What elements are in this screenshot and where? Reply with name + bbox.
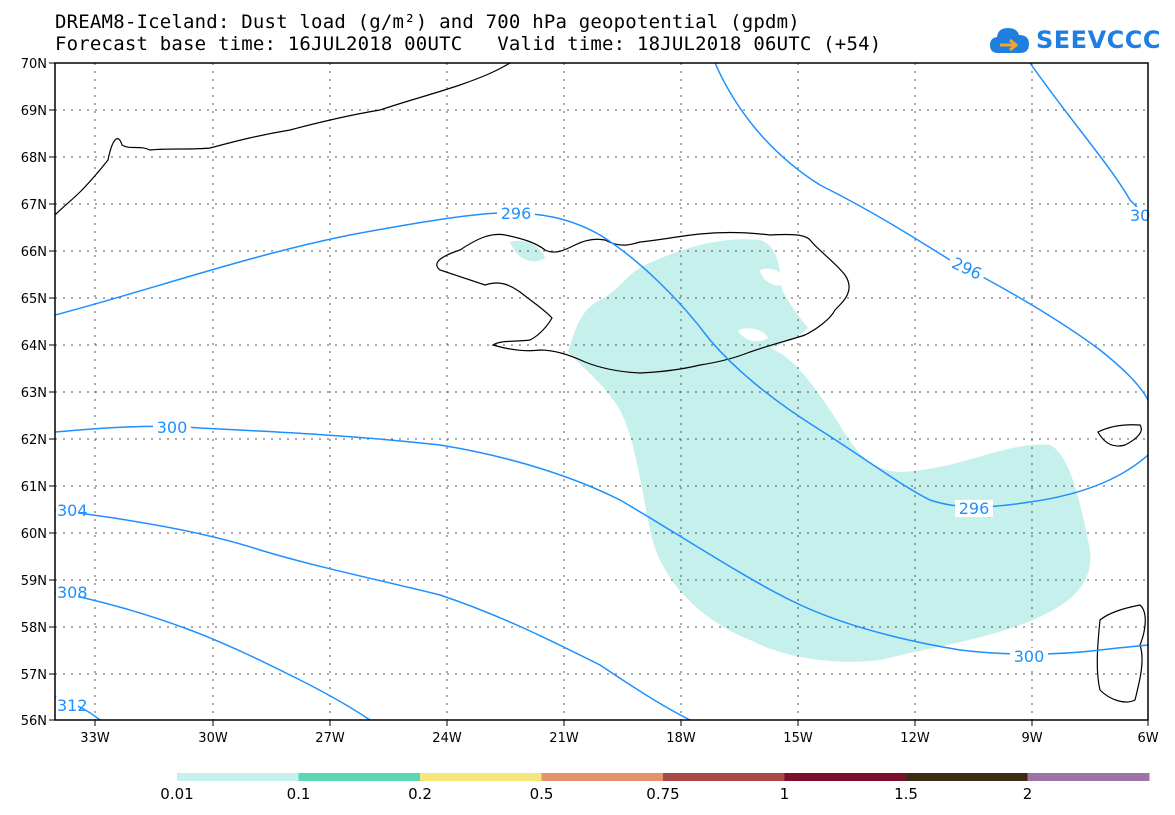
contour-308 <box>55 591 371 720</box>
contour-label: 296 <box>959 499 990 518</box>
colorbar-tick-label: 1.5 <box>894 785 918 803</box>
colorbar-swatch <box>541 773 664 781</box>
lat-label: 65N <box>21 292 47 307</box>
colorbar-swatch <box>663 773 785 781</box>
longitude-labels: 33W 30W 27W 24W 21W 18W 15W 12W 9W 6W <box>80 731 1158 746</box>
contour-label: 300 <box>157 418 188 437</box>
lat-label: 69N <box>21 104 47 119</box>
axis-ticks <box>49 62 1149 726</box>
contour-labels: 296 296 296 300 300 304 308 312 30 <box>56 204 1150 715</box>
lon-label: 24W <box>432 731 462 746</box>
scotland-coast <box>1096 604 1146 703</box>
lat-label: 61N <box>21 480 47 495</box>
lat-label: 68N <box>21 151 47 166</box>
iceland-coast <box>436 232 850 374</box>
lon-label: 21W <box>549 731 579 746</box>
colorbar-swatch <box>177 773 299 781</box>
logo-text: SEEVCCC <box>1036 26 1161 54</box>
colorbar-legend: 0.01 0.1 0.2 0.5 0.75 1 1.5 2 <box>160 773 1150 803</box>
lon-label: 15W <box>783 731 813 746</box>
lat-label: 57N <box>21 668 47 683</box>
lon-label: 33W <box>80 731 110 746</box>
lat-label: 58N <box>21 621 47 636</box>
coastlines <box>55 63 1146 703</box>
contour-label: 304 <box>57 501 88 520</box>
seevccc-logo: SEEVCCC <box>988 20 1161 60</box>
colorbar-tick-label: 0.75 <box>646 785 679 803</box>
colorbar-swatch <box>420 773 542 781</box>
colorbar-tick-label: 0.1 <box>287 785 311 803</box>
lon-label: 27W <box>315 731 345 746</box>
lat-label: 66N <box>21 245 47 260</box>
colorbar-tick-label: 0.5 <box>530 785 554 803</box>
contour-304 <box>55 509 691 720</box>
colorbar-tick-label: 1 <box>780 785 790 803</box>
lat-label: 56N <box>21 714 47 729</box>
lat-label: 62N <box>21 433 47 448</box>
grid-lines <box>55 63 1148 720</box>
lat-label: 64N <box>21 339 47 354</box>
lon-label: 9W <box>1021 731 1042 746</box>
lat-label: 60N <box>21 527 47 542</box>
colorbar-swatch <box>906 773 1028 781</box>
contour-label: 300 <box>1014 647 1045 666</box>
lat-label: 63N <box>21 386 47 401</box>
lon-label: 18W <box>666 731 696 746</box>
colorbar-tick-label: 2 <box>1023 785 1033 803</box>
contour-label: 296 <box>501 204 532 223</box>
lat-label: 70N <box>21 57 47 72</box>
latitude-labels: 70N 69N 68N 67N 66N 65N 64N 63N 62N 61N … <box>21 57 47 729</box>
contour-label: 308 <box>57 583 88 602</box>
contour-296-east <box>714 63 1148 401</box>
colorbar-swatch <box>1027 773 1150 781</box>
colorbar-swatch <box>784 773 907 781</box>
colorbar-swatch <box>298 773 421 781</box>
lat-label: 59N <box>21 574 47 589</box>
lon-label: 6W <box>1137 731 1158 746</box>
colorbar-tick-label: 0.2 <box>408 785 432 803</box>
contour-300-east-edge <box>1029 63 1148 221</box>
contour-label: 30 <box>1130 206 1150 225</box>
cloud-icon <box>990 28 1029 53</box>
lon-label: 12W <box>900 731 930 746</box>
lat-label: 67N <box>21 198 47 213</box>
dust-load-area <box>568 239 1091 662</box>
forecast-time-subtitle: Forecast base time: 16JUL2018 00UTC Vali… <box>55 33 882 55</box>
faroe-coast <box>1097 424 1142 447</box>
contour-label: 312 <box>57 696 88 715</box>
map-title: DREAM8-Iceland: Dust load (g/m²) and 700… <box>55 11 800 33</box>
lon-label: 30W <box>198 731 228 746</box>
colorbar-tick-label: 0.01 <box>160 785 193 803</box>
greenland-coast <box>55 63 511 216</box>
